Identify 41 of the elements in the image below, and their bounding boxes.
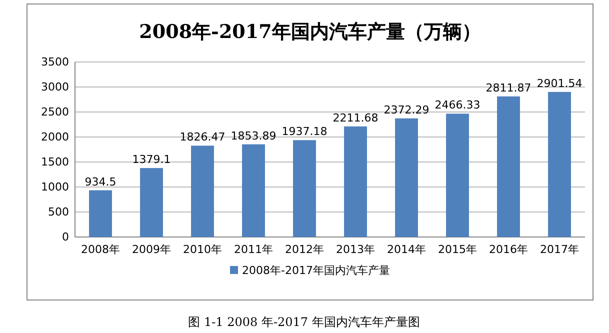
y-tick-label: 0 [62,230,69,244]
data-label: 1937.18 [282,125,328,138]
chart-title: 2008年-2017年国内汽车产量（万辆） [139,21,481,43]
data-label: 2901.54 [536,76,582,90]
bar [140,168,163,237]
x-tick-label: 2010年 [183,242,222,256]
data-label: 2211.68 [332,111,378,124]
x-tick-label: 2009年 [132,242,171,256]
x-tick-label: 2013年 [336,242,375,256]
bar [191,146,214,237]
y-tick-label: 500 [48,206,69,219]
y-tick-label: 1500 [41,156,69,169]
x-tick-label: 2008年 [81,242,120,256]
x-tick-label: 2014年 [387,242,426,256]
x-tick-label: 2012年 [285,242,324,256]
y-tick-label: 3500 [41,56,69,69]
y-tick-label: 1000 [41,180,69,194]
bar [446,114,469,237]
data-label: 1379.1 [132,153,171,166]
bar [242,144,265,237]
legend-label: 2008年-2017年国内汽车产量 [242,264,390,277]
bar [293,140,316,237]
caption: 图 1-1 2008 年-2017 年国内汽车年产量图 [188,315,420,329]
y-tick-label: 2000 [41,130,69,144]
data-label: 934.5 [84,175,116,188]
x-tick-label: 2011年 [234,242,273,256]
bar [395,118,418,237]
x-tick-label: 2015年 [438,242,477,256]
bar [89,190,112,237]
data-label: 1853.89 [230,129,276,142]
data-label: 2811.87 [486,81,532,94]
data-label: 2372.29 [384,103,430,116]
data-label: 1826.47 [180,130,226,144]
bar [344,126,367,237]
bar [548,92,571,237]
x-tick-label: 2016年 [489,242,528,256]
bar [497,96,520,237]
x-tick-label: 2017年 [540,242,579,256]
data-label: 2466.33 [434,98,480,112]
y-tick-label: 2500 [41,106,69,119]
y-tick-label: 3000 [41,80,69,94]
